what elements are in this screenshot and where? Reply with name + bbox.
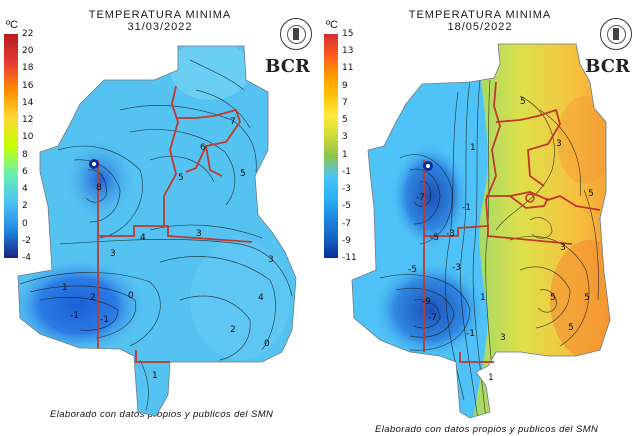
scale-tick-left-3: 16 <box>22 80 34 91</box>
scale-tick-left-12: -2 <box>22 235 31 246</box>
contour-label-left-13: 5 <box>240 169 246 179</box>
scale-tick-right-7: 1 <box>342 149 348 160</box>
contour-label-right-14: -1 <box>466 329 475 339</box>
scale-tick-left-4: 14 <box>22 97 34 108</box>
map-date-right: 18/05/2022 <box>447 21 513 33</box>
contour-label-right-16: -5 <box>408 265 417 275</box>
bolsa-seal-icon <box>280 18 312 50</box>
contour-label-left-1: 2 <box>90 293 96 303</box>
scale-tick-left-1: 20 <box>22 46 34 57</box>
contour-label-right-18: 1 <box>488 373 494 383</box>
bcr-logo: BCR <box>265 56 310 77</box>
map-title-left: TEMPERATURA MINIMA <box>88 9 232 21</box>
scale-unit-left: ºC <box>6 19 18 31</box>
contour-label-left-4: 5 <box>178 173 184 183</box>
contour-label-left-6: 7 <box>230 117 236 127</box>
contour-label-right-12: 5 <box>568 323 574 333</box>
contour-label-left-9: -1 <box>70 311 79 321</box>
scale-tick-right-3: 9 <box>342 80 348 91</box>
map-footer-left: Elaborado con datos propios y publicos d… <box>50 409 274 420</box>
contour-label-right-10: 5 <box>550 293 556 303</box>
scale-tick-left-6: 10 <box>22 132 34 143</box>
bcr-logo: BCR <box>585 56 630 77</box>
contour-label-left-17: 0 <box>264 339 270 349</box>
scale-tick-left-10: 2 <box>22 201 28 212</box>
scale-tick-left-5: 12 <box>22 115 34 126</box>
province-map-right: 5 3 1 -1 -3 -5 -7 -9 3 5 5 5 5 1 -1 -3 -5 -7 1 3 <box>351 43 611 419</box>
contour-label-left-7: 8 <box>96 183 102 193</box>
map-panel-right: TEMPERATURA MINIMA 18/05/2022 ºC 15 13 11 9… <box>320 0 640 436</box>
contour-label-right-4: -3 <box>446 229 455 239</box>
scale-tick-right-2: 11 <box>342 63 354 74</box>
contour-label-left-16: 1 <box>152 371 158 381</box>
scale-tick-right-8: -1 <box>342 166 351 177</box>
contour-label-left-10: -1 <box>100 315 109 325</box>
contour-label-left-3: 4 <box>140 233 146 243</box>
bolsa-seal-icon <box>600 18 632 50</box>
scale-tick-left-11: 0 <box>22 218 28 229</box>
map-panel-left: TEMPERATURA MINIMA 31/03/2022 ºC 22 20 18 1… <box>4 9 312 420</box>
contour-label-left-11: 3 <box>268 255 274 265</box>
map-date-left: 31/03/2022 <box>127 21 193 33</box>
scale-tick-right-9: -3 <box>342 184 351 195</box>
color-scale-right <box>324 34 338 258</box>
scale-unit-right: ºC <box>326 19 338 31</box>
contour-label-right-8: 3 <box>560 243 566 253</box>
scale-tick-right-6: 3 <box>342 132 348 143</box>
scale-tick-right-5: 5 <box>342 115 348 126</box>
scale-tick-right-1: 13 <box>342 46 354 57</box>
contour-label-right-13: 1 <box>480 293 486 303</box>
contour-label-right-11: 5 <box>584 293 590 303</box>
contour-label-left-8: 0 <box>128 291 134 301</box>
scale-tick-left-13: -4 <box>22 253 31 263</box>
contour-label-left-14: 3 <box>196 229 202 239</box>
contour-label-right-5: -5 <box>430 233 439 243</box>
scale-tick-right-13: -11 <box>342 253 357 263</box>
contour-label-left-15: 2 <box>230 325 236 335</box>
scale-tick-left-8: 6 <box>22 166 28 177</box>
contour-label-right-9: 5 <box>588 189 594 199</box>
scale-tick-right-11: -7 <box>342 218 351 229</box>
contour-label-left-0: 1 <box>62 283 68 293</box>
contour-label-right-19: 3 <box>500 333 506 343</box>
contour-label-left-2: 3 <box>110 249 116 259</box>
contour-label-left-5: 6 <box>200 143 206 153</box>
map-footer-right: Elaborado con datos propios y publicos d… <box>375 424 599 435</box>
contour-label-left-12: 4 <box>258 293 264 303</box>
contour-label-right-3: -1 <box>462 203 471 213</box>
color-scale-left <box>4 34 18 258</box>
scale-tick-right-4: 7 <box>342 97 348 108</box>
contour-label-right-17: -7 <box>428 313 437 323</box>
scale-tick-left-0: 22 <box>22 29 34 39</box>
map-title-right: TEMPERATURA MINIMA <box>408 9 552 21</box>
contour-label-right-0: 5 <box>520 97 526 107</box>
contour-label-right-7: -9 <box>422 297 431 307</box>
contour-label-right-6: -7 <box>416 193 425 203</box>
scale-tick-left-2: 18 <box>22 63 34 74</box>
contour-label-right-15: -3 <box>452 263 461 273</box>
scale-tick-left-7: 8 <box>22 149 28 160</box>
contour-label-right-1: 3 <box>556 139 562 149</box>
scale-tick-right-12: -9 <box>342 235 351 246</box>
scale-tick-right-10: -5 <box>342 201 351 212</box>
contour-label-right-2: 1 <box>470 143 476 153</box>
scale-tick-right-0: 15 <box>342 29 354 39</box>
scale-tick-left-9: 4 <box>22 184 28 195</box>
